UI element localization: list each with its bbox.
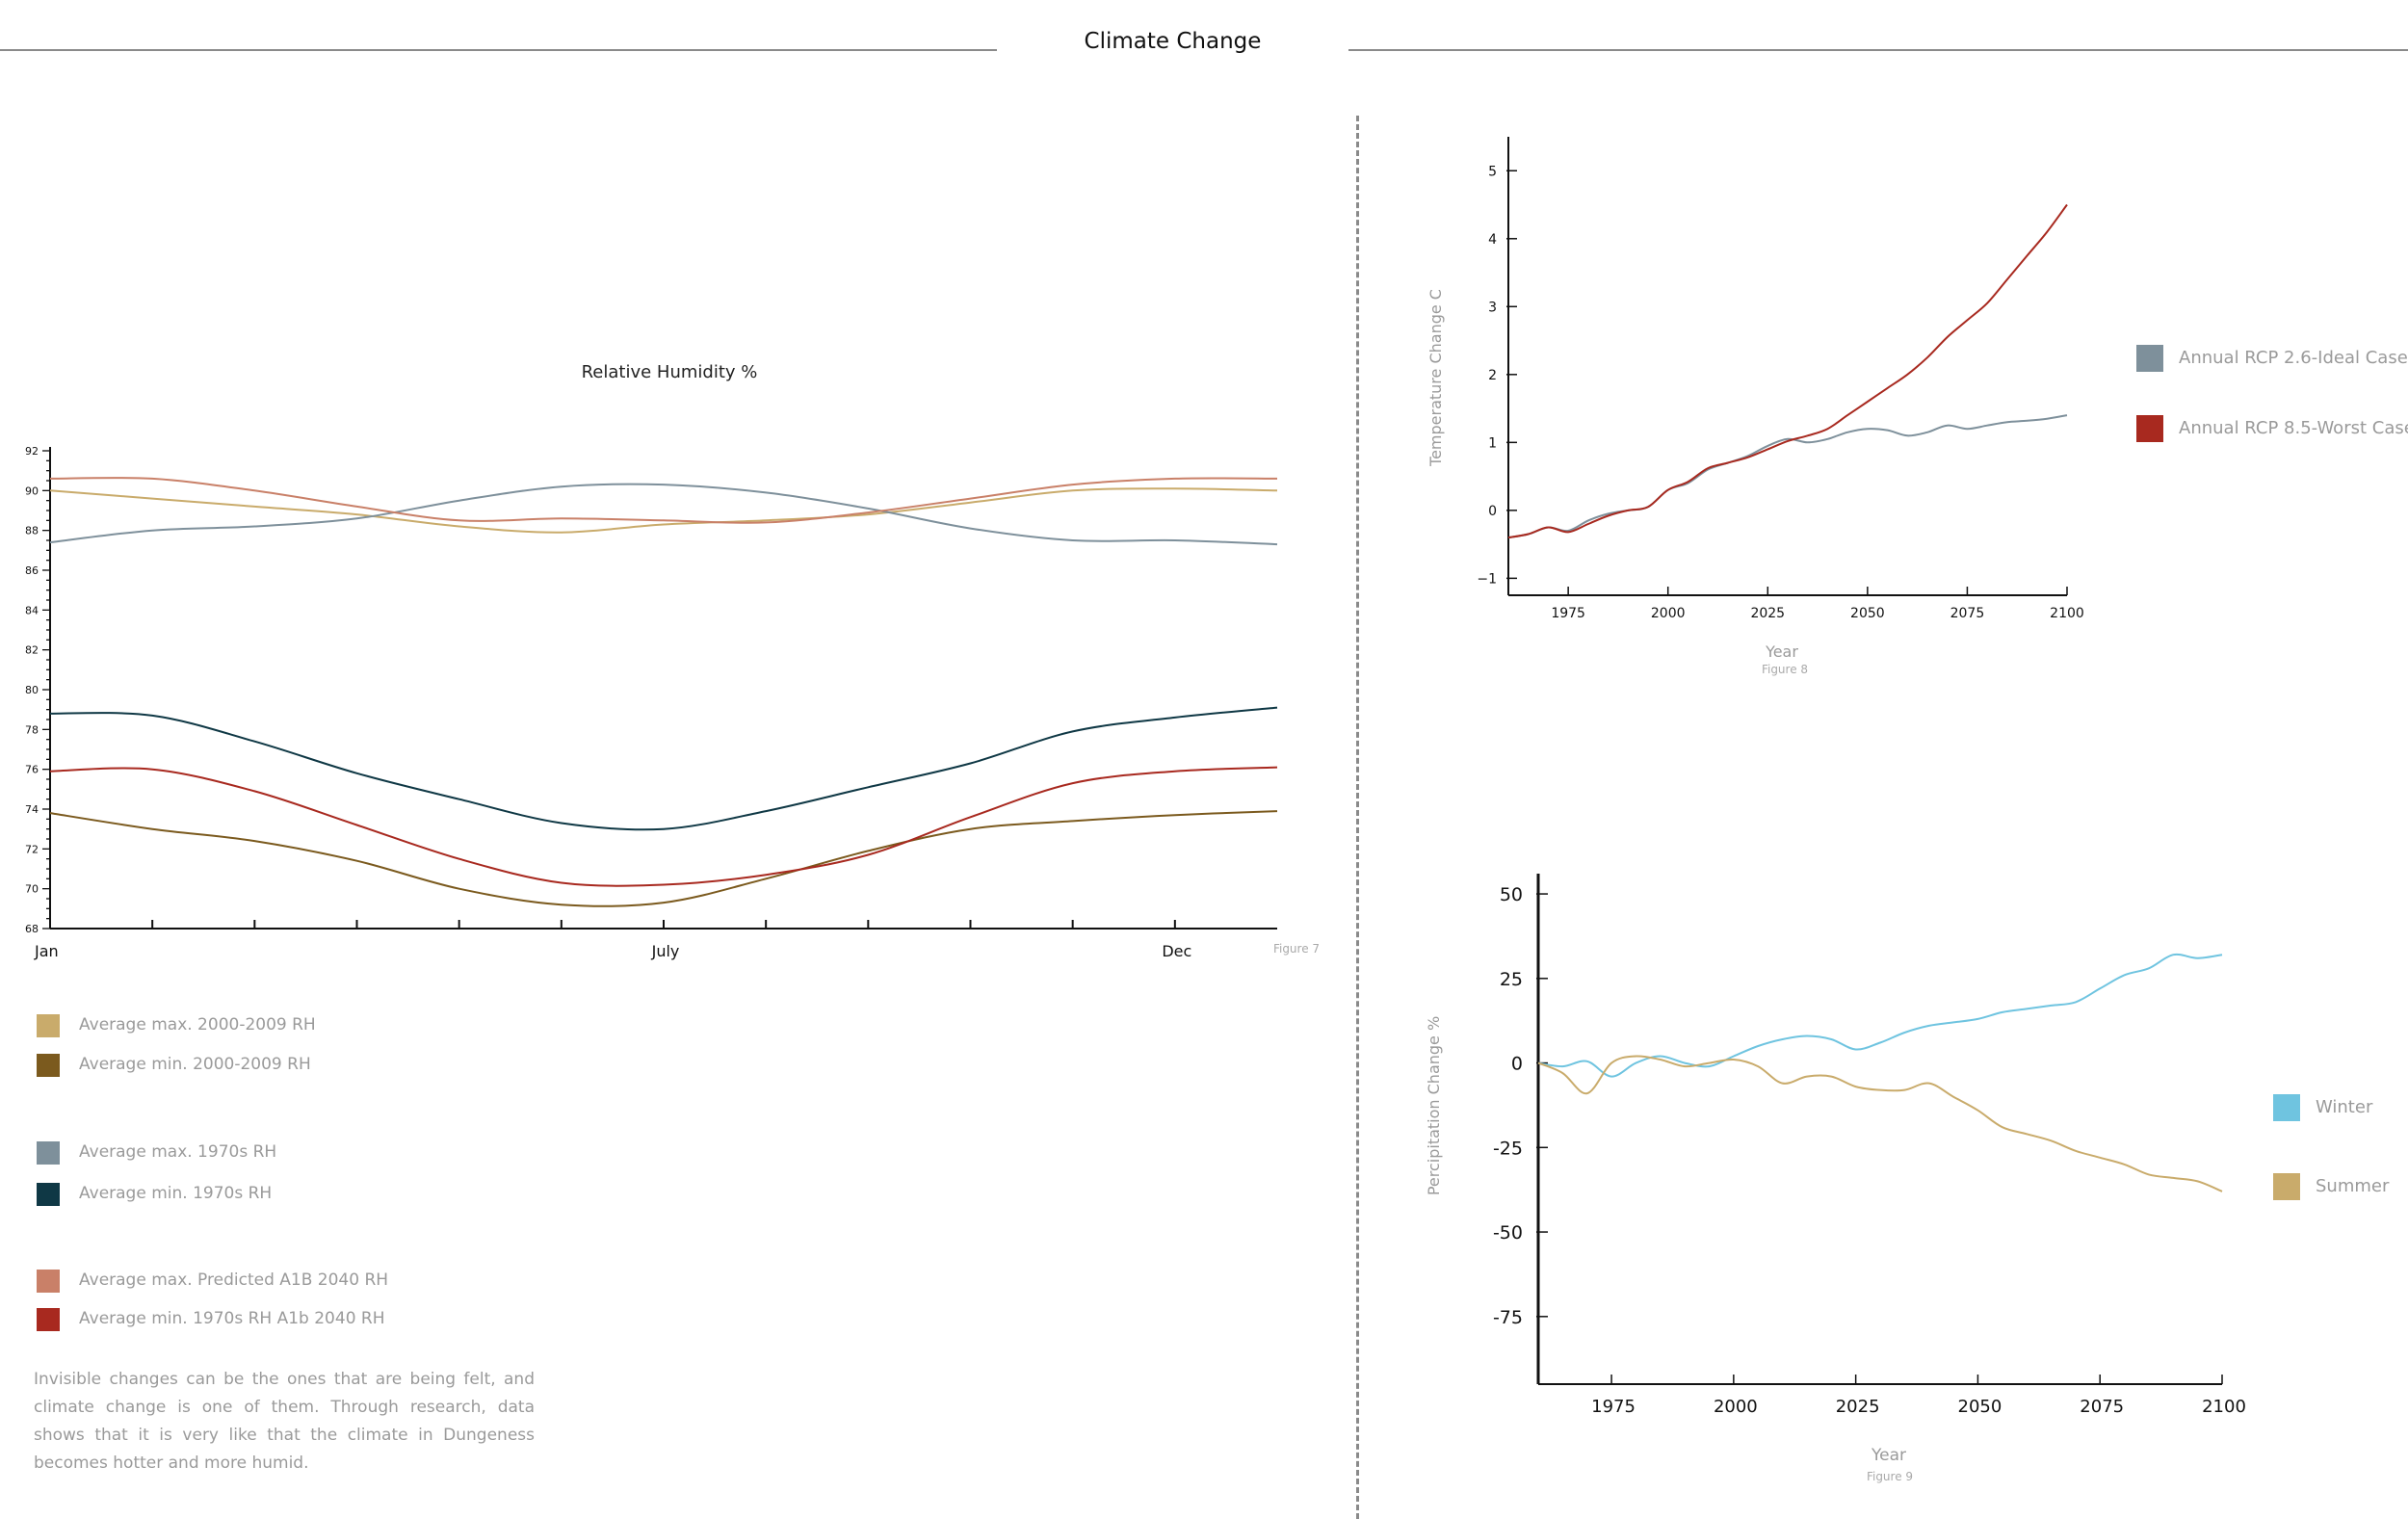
series-line-winter: [1537, 953, 2223, 1078]
x-axis-label: Year: [1871, 1446, 1906, 1465]
x-tick-label: 1975: [1591, 1397, 1636, 1417]
legend-swatch: [2136, 415, 2163, 442]
legend-swatch: [37, 1141, 60, 1165]
x-tick-label: 2100: [2202, 1397, 2246, 1417]
x-tick-label: 2075: [1950, 606, 1985, 621]
y-axis-label: Percipitation Change %: [1425, 1016, 1443, 1195]
legend-label: Winter: [2316, 1097, 2373, 1117]
figure-label: Figure 9: [1867, 1470, 1913, 1483]
series-line-average-min-1970s-rh: [49, 706, 1278, 831]
y-tick-label: 92: [25, 445, 39, 458]
x-tick-label: Dec: [1162, 942, 1191, 960]
page-title: Climate Change: [1084, 29, 1262, 54]
series-line-average-max-2000-2009-rh: [49, 487, 1278, 534]
legend-label: Average max. 1970s RH: [79, 1142, 277, 1162]
series-line-average-min-1970s-rh-a1b-2040-rh: [49, 766, 1278, 887]
chart-temperature-change: −1 0 1 2 3 4 5 1975 2000 2025 2050 2075 2100 Year Figu…: [1426, 137, 2084, 676]
description-paragraph: Invisible changes can be the ones that a…: [34, 1370, 535, 1473]
x-tick-label: Jan: [34, 942, 59, 960]
y-tick-label: 86: [25, 564, 39, 577]
x-tick-label: 2025: [1836, 1397, 1880, 1417]
legend-label: Summer: [2316, 1176, 2390, 1196]
x-tick-label: 2075: [2080, 1397, 2124, 1417]
y-tick-label: 4: [1488, 232, 1497, 248]
y-tick-label: -25: [1493, 1138, 1523, 1159]
y-tick-label: 76: [25, 764, 39, 776]
x-tick-label: 1975: [1551, 606, 1585, 621]
series-line-annual-rcp-8-5-worst-case: [1507, 203, 2068, 539]
y-tick-label: 68: [25, 923, 39, 935]
header-rule-left: [0, 49, 997, 51]
header-rule-right: [1348, 49, 2408, 51]
series-line-summer: [1537, 1055, 2223, 1192]
y-tick-label: 3: [1488, 300, 1497, 315]
y-tick-label: 50: [1500, 884, 1523, 905]
legend-swatch: [37, 1270, 60, 1293]
legend-swatch: [37, 1014, 60, 1037]
legend-swatch: [2136, 345, 2163, 372]
figure-label: Figure 7: [1273, 942, 1320, 956]
y-axis-label: Temperature Change C: [1426, 289, 1445, 467]
y-tick-label: -50: [1493, 1222, 1523, 1244]
legend-swatch: [37, 1054, 60, 1077]
series-line-average-max-predicted-a1b-2040-rh: [49, 477, 1278, 524]
y-tick-label: 72: [25, 843, 39, 855]
legend-swatch: [2273, 1173, 2300, 1200]
y-tick-label: 0: [1488, 504, 1497, 519]
y-tick-label: 2: [1488, 368, 1497, 383]
legend-swatch: [37, 1308, 60, 1331]
series-line-average-max-1970s-rh: [49, 483, 1278, 546]
x-tick-label: 2050: [1958, 1397, 2002, 1417]
legend-label: Annual RCP 8.5-Worst Case: [2179, 418, 2408, 438]
y-tick-label: 78: [25, 723, 39, 736]
figure-label: Figure 8: [1762, 663, 1808, 676]
y-tick-label: −1: [1477, 571, 1497, 587]
series-line-annual-rcp-2-6-ideal-case: [1507, 414, 2068, 539]
legend-label: Average min. 1970s RH A1b 2040 RH: [79, 1309, 385, 1328]
x-tick-label: 2000: [1651, 606, 1686, 621]
x-tick-label: 2050: [1850, 606, 1885, 621]
y-tick-label: 80: [25, 684, 39, 696]
series-line-average-min-2000-2009-rh: [49, 810, 1278, 907]
vertical-dashed-divider: [1356, 116, 1359, 1519]
y-tick-label: 88: [25, 525, 39, 537]
legend-label: Average min. 2000-2009 RH: [79, 1055, 311, 1074]
y-tick-label: 1: [1488, 435, 1497, 451]
y-tick-label: 74: [25, 803, 39, 816]
y-tick-label: 90: [25, 485, 39, 497]
legend-label: Average max. Predicted A1B 2040 RH: [79, 1270, 389, 1290]
x-axis-label: Year: [1765, 642, 1798, 661]
chart-precipitation-change: 50 25 0 -25 -50 -75 1975 2000 2025 2050 2075 2100 Ye…: [1425, 874, 2246, 1483]
y-tick-label: 82: [25, 644, 39, 657]
chart-relative-humidity: Relative Humidity % 68 70 72 74 76 78 80 82 84 86 8…: [25, 362, 1320, 960]
legend-label: Average max. 2000-2009 RH: [79, 1015, 316, 1034]
x-tick-label: 2100: [2050, 606, 2084, 621]
y-tick-label: 84: [25, 604, 39, 616]
x-tick-label: 2000: [1714, 1397, 1758, 1417]
y-tick-label: -75: [1493, 1307, 1523, 1328]
x-tick-label: July: [651, 942, 680, 960]
legend-swatch: [2273, 1094, 2300, 1121]
y-tick-label: 70: [25, 883, 39, 896]
chart-title: Relative Humidity %: [582, 362, 758, 382]
legend-swatch: [37, 1183, 60, 1206]
y-tick-label: 5: [1488, 164, 1497, 179]
y-tick-label: 25: [1500, 969, 1523, 990]
y-tick-label: 0: [1511, 1054, 1523, 1075]
x-tick-label: 2025: [1750, 606, 1785, 621]
legend-label: Annual RCP 2.6-Ideal Case: [2179, 348, 2408, 368]
legend-label: Average min. 1970s RH: [79, 1184, 273, 1203]
